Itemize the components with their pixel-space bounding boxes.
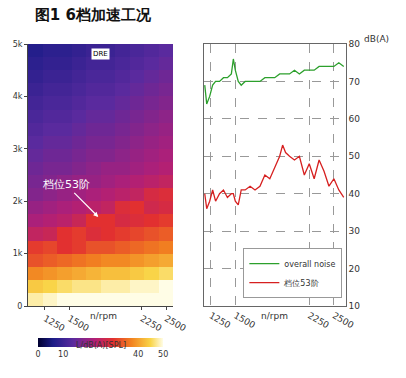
svg-text:20: 20 bbox=[349, 264, 361, 274]
svg-text:0: 0 bbox=[36, 350, 41, 359]
svg-text:0: 0 bbox=[17, 302, 22, 311]
svg-text:n/rpm: n/rpm bbox=[90, 311, 117, 321]
svg-text:overall noise: overall noise bbox=[284, 260, 335, 269]
svg-text:2250: 2250 bbox=[306, 310, 331, 330]
svg-text:30: 30 bbox=[349, 226, 361, 236]
svg-text:2500: 2500 bbox=[331, 310, 356, 330]
svg-text:1250: 1250 bbox=[207, 310, 232, 330]
svg-text:2k: 2k bbox=[13, 197, 23, 206]
svg-text:40: 40 bbox=[349, 189, 361, 199]
svg-text:dB(A): dB(A) bbox=[364, 34, 389, 44]
svg-text:5k: 5k bbox=[13, 40, 23, 49]
svg-text:10: 10 bbox=[349, 301, 361, 311]
svg-text:50: 50 bbox=[158, 350, 168, 359]
svg-text:档位53阶: 档位53阶 bbox=[283, 279, 318, 288]
svg-text:1250: 1250 bbox=[42, 313, 67, 333]
svg-text:1500: 1500 bbox=[66, 313, 91, 333]
svg-text:图1 6档加速工况: 图1 6档加速工况 bbox=[35, 6, 152, 24]
svg-text:10: 10 bbox=[58, 350, 68, 359]
svg-text:2250: 2250 bbox=[139, 313, 164, 333]
svg-text:档位53阶: 档位53阶 bbox=[42, 178, 90, 191]
svg-text:DRE: DRE bbox=[93, 50, 108, 58]
svg-text:3k: 3k bbox=[13, 145, 23, 154]
svg-text:50: 50 bbox=[349, 151, 361, 161]
svg-text:n/rpm: n/rpm bbox=[261, 311, 288, 321]
svg-text:1k: 1k bbox=[13, 249, 23, 258]
svg-text:60: 60 bbox=[349, 114, 361, 124]
svg-text:80: 80 bbox=[349, 39, 361, 49]
svg-text:70: 70 bbox=[349, 77, 361, 87]
svg-text:2500: 2500 bbox=[163, 313, 188, 333]
svg-text:4k: 4k bbox=[13, 92, 23, 101]
svg-text:1500: 1500 bbox=[232, 310, 257, 330]
svg-text:40: 40 bbox=[133, 350, 143, 359]
svg-text:L/dB(A)[SPL]: L/dB(A)[SPL] bbox=[76, 341, 126, 350]
